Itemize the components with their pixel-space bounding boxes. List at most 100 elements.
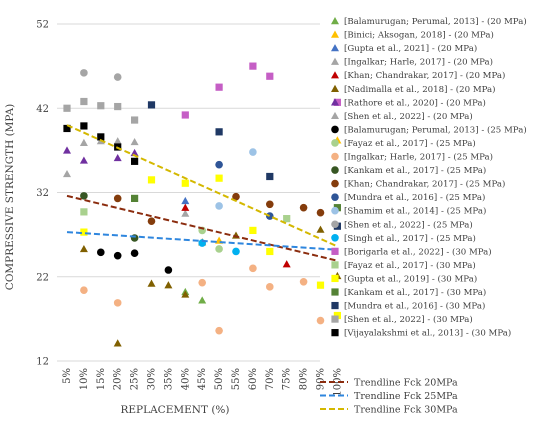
x-tick-label: 45% xyxy=(197,368,208,390)
legend-entry: [Shen et al., 2022] - (20 MPa) xyxy=(344,111,473,122)
x-tick-label: 15% xyxy=(96,368,107,390)
data-point xyxy=(80,208,88,216)
legend-entry: [Borigarla et al., 2022] - (30 MPa) xyxy=(344,246,492,257)
x-tick-label: 35% xyxy=(163,368,174,390)
legend-entry: [Gupta et al., 2021] - (20 MPa) xyxy=(344,43,477,54)
data-point xyxy=(147,101,156,109)
x-tick-label: 75% xyxy=(282,368,293,390)
x-tick-label: 55% xyxy=(231,368,242,390)
data-point xyxy=(266,72,274,80)
x-tick-label: 60% xyxy=(248,368,259,390)
data-point xyxy=(131,116,139,124)
legend-entry: [Shen et al., 2022] - (25 MPa) xyxy=(344,219,473,230)
legend-marker xyxy=(331,44,339,52)
data-point xyxy=(215,160,223,169)
legend-entry: [Khan; Chandrakar, 2017] - (25 MPa) xyxy=(344,179,505,190)
y-tick-label: 22 xyxy=(36,272,49,283)
data-point xyxy=(266,200,274,209)
y-tick-label: 42 xyxy=(36,104,49,115)
data-point xyxy=(266,283,274,291)
data-point xyxy=(113,73,122,81)
data-point xyxy=(181,203,190,211)
legend-entry: [Binici; Aksogan, 2018] - (20 MPa) xyxy=(344,30,494,41)
data-point xyxy=(299,278,308,286)
data-point xyxy=(130,234,139,242)
legend-marker xyxy=(331,261,339,269)
trendline xyxy=(66,231,338,251)
legend-entry: [Gupta et al., 2019] - (30 MPa) xyxy=(344,273,477,284)
trendline xyxy=(66,194,338,262)
data-point xyxy=(130,137,139,146)
data-point xyxy=(283,215,291,223)
data-point xyxy=(131,194,139,202)
data-point xyxy=(131,157,139,165)
legend-marker xyxy=(331,234,339,242)
data-point xyxy=(266,247,274,256)
data-point xyxy=(181,111,189,119)
data-point xyxy=(249,62,257,70)
data-point xyxy=(113,153,122,162)
legend-trendline-entry: Trendline Fck 30MPa xyxy=(354,405,458,416)
legend-marker xyxy=(331,152,339,161)
legend-entry: [Singh et al., 2017] - (25 MPa) xyxy=(344,233,476,244)
legend-marker xyxy=(331,301,339,310)
x-tick-label: 20% xyxy=(113,368,124,390)
data-point xyxy=(215,202,223,210)
data-point xyxy=(80,122,88,130)
data-point xyxy=(80,192,88,200)
legend-marker xyxy=(331,166,339,174)
legend-marker xyxy=(331,247,339,255)
data-point xyxy=(113,299,122,307)
data-point xyxy=(181,209,190,217)
legend-entry: [Nadimalla et al., 2018] - (20 MPa) xyxy=(344,84,496,95)
legend-marker xyxy=(331,179,339,188)
data-point xyxy=(198,296,207,304)
legend-marker xyxy=(331,274,339,283)
data-point xyxy=(147,176,156,184)
data-point xyxy=(63,124,71,133)
data-point xyxy=(130,249,139,257)
data-points xyxy=(63,62,342,347)
data-point xyxy=(282,260,291,268)
data-point xyxy=(266,212,274,220)
data-point xyxy=(79,244,88,253)
data-point xyxy=(97,248,105,257)
x-tick-label: 10% xyxy=(79,368,90,390)
legend-marker xyxy=(331,315,339,323)
x-tick-label: 70% xyxy=(265,368,276,390)
legend-marker xyxy=(331,125,339,134)
data-point xyxy=(114,102,122,111)
data-point xyxy=(164,281,173,289)
legend-trendline-entry: Trendline Fck 20MPa xyxy=(354,378,458,389)
data-point xyxy=(63,169,71,178)
legend-marker xyxy=(331,98,339,106)
data-point xyxy=(80,286,88,295)
x-axis-title: REPLACEMENT (%) xyxy=(120,404,229,416)
data-point xyxy=(333,204,341,212)
data-point xyxy=(80,228,88,236)
legend-entry: [Kankam et al., 2017] - (25 MPa) xyxy=(344,165,486,176)
y-tick-label: 32 xyxy=(36,188,49,199)
data-point xyxy=(249,264,257,273)
legend-entry: [Mundra et al., 2016] - (30 MPa) xyxy=(344,301,485,312)
data-point xyxy=(215,174,223,182)
data-point xyxy=(333,98,341,106)
x-tick-label: 50% xyxy=(214,368,225,390)
legend-entry: [Khan; Chandrakar, 2017] - (20 MPa) xyxy=(344,70,505,81)
legend-marker xyxy=(331,57,339,65)
data-point xyxy=(79,138,88,146)
data-point xyxy=(63,104,71,112)
data-point xyxy=(232,192,240,201)
trendline xyxy=(66,124,338,248)
data-point xyxy=(113,339,122,347)
legend-marker xyxy=(331,111,339,120)
data-point xyxy=(97,102,105,110)
legend-marker xyxy=(331,220,339,229)
data-point xyxy=(97,133,105,141)
data-point xyxy=(198,278,206,287)
legend-entry: [Ingalkar; Harle, 2017] - (25 MPa) xyxy=(344,152,493,163)
x-tick-label: 100% xyxy=(332,368,343,397)
data-point xyxy=(80,69,88,77)
legend-marker xyxy=(331,193,339,201)
